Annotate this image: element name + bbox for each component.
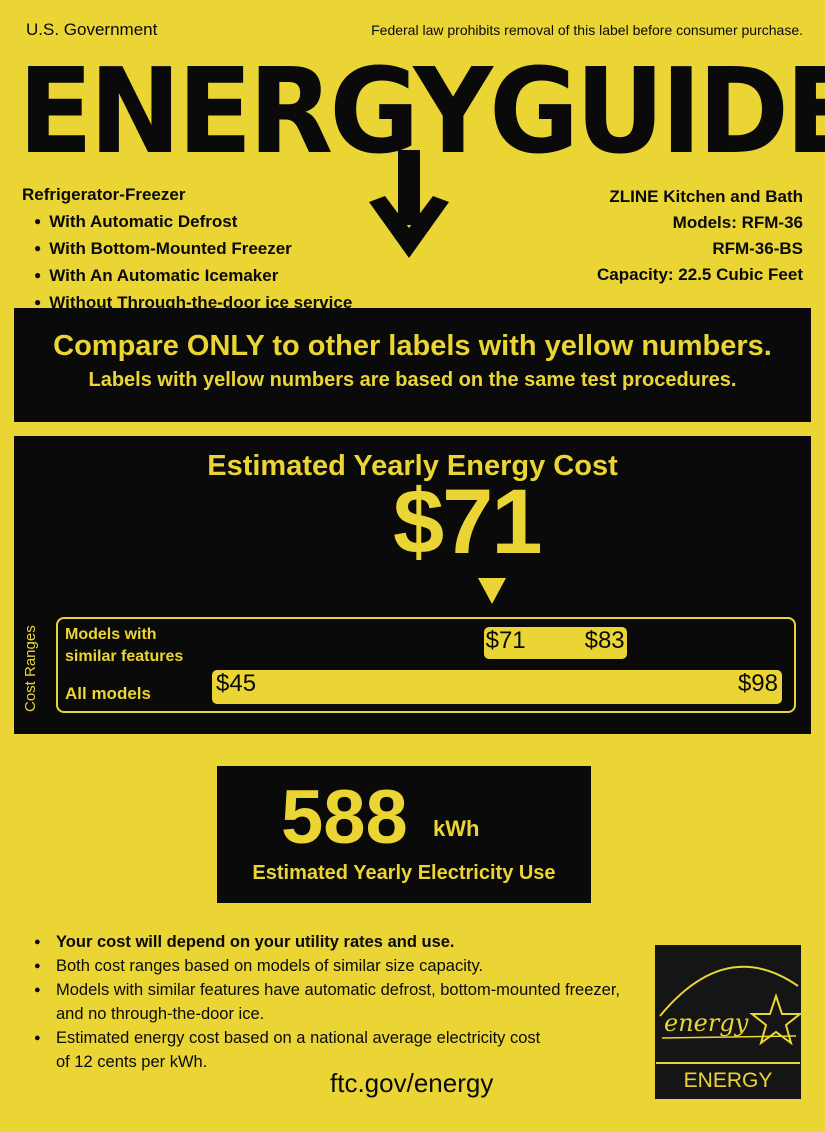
cost-value: $71	[393, 471, 542, 573]
electricity-panel: 588 kWh Estimated Yearly Electricity Use	[217, 766, 591, 903]
capacity: Capacity: 22.5 Cubic Feet	[597, 265, 803, 284]
all-low: $45	[216, 670, 257, 697]
kwh-value: 588	[281, 775, 408, 860]
energy-star-label: ENERGY STAR	[656, 1062, 800, 1126]
compare-line-2: Labels with yellow numbers are based on …	[88, 369, 737, 391]
similar-low: $71	[485, 627, 526, 654]
cost-ranges-label: Cost Ranges	[22, 625, 39, 712]
feature-item: With Bottom-Mounted Freezer	[22, 235, 352, 262]
all-high: $98	[737, 670, 778, 697]
cost-ranges-box	[56, 617, 796, 713]
feature-item: Without Through-the-door ice service	[22, 289, 352, 316]
all-models-label: All models	[65, 684, 151, 703]
manufacturer-info: ZLINE Kitchen and Bath Models: RFM-36 RF…	[597, 184, 803, 288]
all-range-bar: $45 $98	[212, 670, 782, 704]
manufacturer-name: ZLINE Kitchen and Bath	[609, 187, 803, 206]
note-item: Your cost will depend on your utility ra…	[34, 930, 620, 954]
energy-star-logo: energy ENERGY STAR	[655, 945, 803, 1126]
feature-item: With Automatic Defrost	[22, 208, 352, 235]
note-item: Estimated energy cost based on a nationa…	[34, 1026, 620, 1050]
feature-item: With An Automatic Icemaker	[22, 262, 352, 289]
similar-label-2: similar features	[65, 648, 184, 665]
note-item-cont: of 12 cents per kWh.	[56, 1053, 208, 1071]
compare-banner: Compare ONLY to other labels with yellow…	[14, 308, 811, 422]
energy-script: energy	[664, 1009, 749, 1037]
note-item-cont: and no through-the-door ice.	[56, 1005, 265, 1023]
model-numbers: Models: RFM-36	[672, 213, 803, 232]
ftc-link[interactable]: ftc.gov/energy	[330, 1068, 494, 1098]
kwh-unit: kWh	[433, 816, 480, 841]
note-item: Both cost ranges based on models of simi…	[34, 954, 620, 978]
similar-range-bar: $71 $83	[483, 627, 627, 659]
cost-pointer-icon	[477, 578, 506, 604]
similar-label-1: Models with	[65, 626, 157, 643]
down-arrow-icon	[369, 150, 449, 258]
energy-star-icon: energy	[659, 965, 803, 1046]
model-number-2: RFM-36-BS	[712, 239, 803, 258]
compare-line-1: Compare ONLY to other labels with yellow…	[53, 330, 772, 362]
energyguide-title: ENERGYGUIDE	[18, 42, 825, 180]
appliance-description: Refrigerator-Freezer With Automatic Defr…	[22, 182, 352, 316]
note-item: Models with similar features have automa…	[34, 978, 620, 1002]
cost-heading: Estimated Yearly Energy Cost	[207, 450, 618, 482]
similar-high: $83	[584, 627, 625, 654]
federal-law-notice: Federal law prohibits removal of this la…	[371, 22, 803, 38]
government-label: U.S. Government	[26, 20, 158, 39]
appliance-type: Refrigerator-Freezer	[22, 185, 186, 204]
notes-list: Your cost will depend on your utility ra…	[34, 930, 620, 1074]
kwh-label: Estimated Yearly Electricity Use	[252, 862, 556, 884]
